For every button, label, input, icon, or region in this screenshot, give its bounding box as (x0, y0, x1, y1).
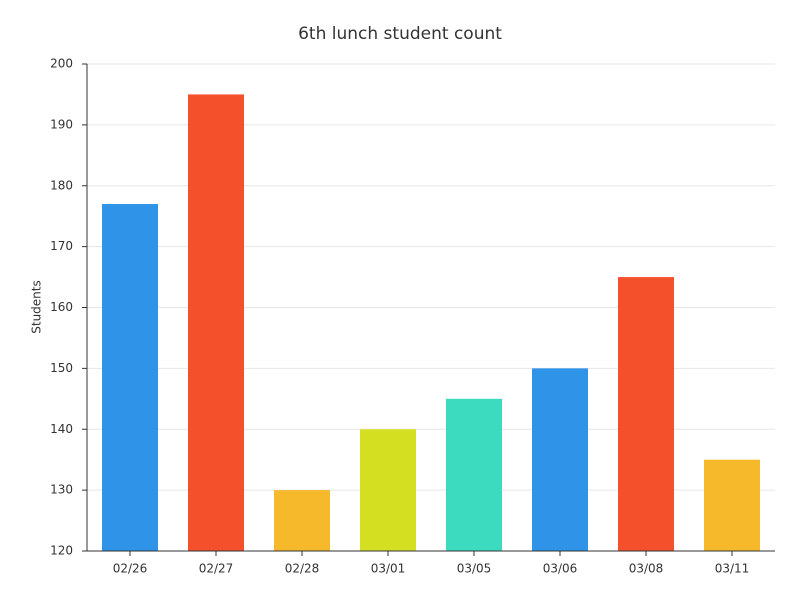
y-tick-label: 140 (50, 422, 73, 436)
x-tick-label: 02/27 (199, 562, 234, 576)
x-tick-label: 02/26 (113, 562, 148, 576)
x-tick-label: 03/01 (371, 562, 406, 576)
x-tick-label: 03/08 (629, 562, 664, 576)
y-tick-label: 120 (50, 544, 73, 558)
bar (274, 490, 330, 551)
y-tick-label: 130 (50, 483, 73, 497)
bar (188, 94, 244, 551)
bar (446, 398, 502, 551)
y-tick-label: 170 (50, 239, 73, 253)
y-tick-label: 180 (50, 178, 73, 192)
bar (532, 368, 588, 551)
x-tick-label: 03/05 (457, 562, 492, 576)
bar (360, 429, 416, 551)
bar (704, 459, 760, 551)
x-tick-label: 03/11 (715, 562, 750, 576)
y-tick-label: 160 (50, 300, 73, 314)
bar (102, 204, 158, 551)
y-axis-label: Students (30, 280, 44, 334)
y-tick-label: 200 (50, 57, 73, 71)
y-tick-label: 150 (50, 361, 73, 375)
y-tick-label: 190 (50, 117, 73, 131)
x-tick-label: 02/28 (285, 562, 320, 576)
bar (618, 277, 674, 551)
chart-title: 6th lunch student count (298, 24, 502, 44)
x-tick-label: 03/06 (543, 562, 578, 576)
